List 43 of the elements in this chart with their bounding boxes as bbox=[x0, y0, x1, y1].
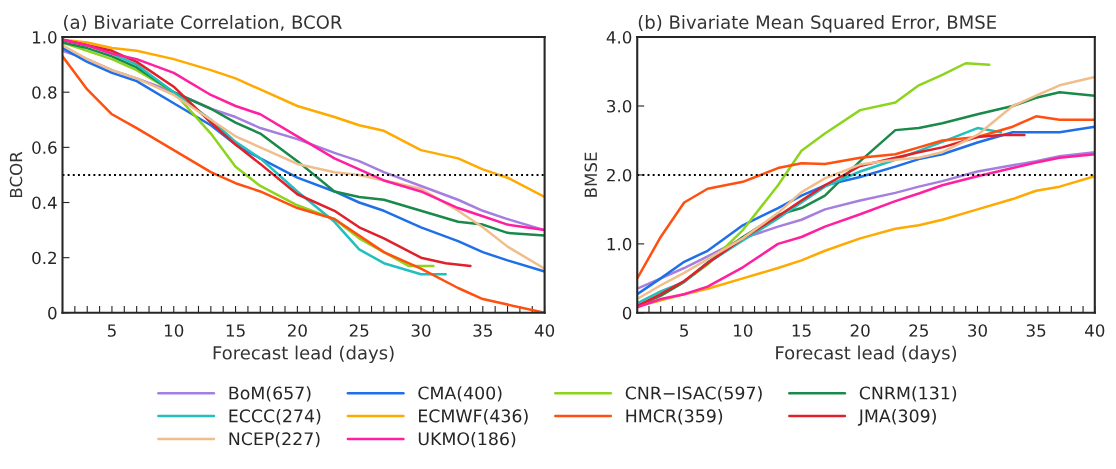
x-tick-label: 5 bbox=[680, 324, 689, 337]
x-tick-label: 20 bbox=[287, 324, 307, 337]
x-tick-label: 25 bbox=[909, 324, 928, 337]
x-axis-title: Forecast lead (days) bbox=[776, 345, 957, 364]
y-tick-label: 1.0 bbox=[607, 237, 632, 251]
legend-label: NCEP(227) bbox=[229, 431, 320, 448]
legend-label: CNR−ISAC(597) bbox=[625, 386, 762, 402]
legend-label: UKMO(186) bbox=[418, 431, 516, 448]
y-axis-title: BCOR bbox=[9, 151, 23, 198]
y-tick-label: 0.8 bbox=[32, 86, 57, 99]
legend-label: ECCC(274) bbox=[229, 409, 321, 425]
y-tick-label: 0.6 bbox=[32, 141, 57, 154]
y-tick-label: 4.0 bbox=[606, 31, 632, 44]
y-axis-title: BMSE bbox=[584, 152, 598, 197]
x-axis-title: Forecast lead (days) bbox=[213, 345, 394, 364]
x-tick-label: 35 bbox=[473, 324, 492, 337]
y-tick-label: 0.2 bbox=[32, 251, 56, 265]
legend-label: JMA(309) bbox=[857, 409, 936, 426]
y-tick-label: 2.0 bbox=[607, 168, 632, 182]
x-tick-label: 15 bbox=[226, 324, 245, 337]
x-tick-label: 20 bbox=[850, 324, 870, 337]
y-tick-label: 0 bbox=[622, 306, 632, 320]
x-tick-label: 40 bbox=[1085, 324, 1105, 337]
chart-title: (b) Bivariate Mean Squared Error, BMSE bbox=[638, 15, 996, 33]
x-tick-label: 30 bbox=[411, 324, 431, 337]
y-tick-label: 0 bbox=[48, 306, 57, 320]
x-tick-label: 10 bbox=[734, 324, 753, 337]
x-tick-label: 35 bbox=[1026, 324, 1046, 337]
legend-label: CNRM(131) bbox=[859, 386, 957, 402]
x-tick-label: 40 bbox=[534, 324, 555, 337]
x-tick-label: 25 bbox=[349, 324, 369, 337]
legend-label: ECMWF(436) bbox=[419, 409, 528, 425]
legend-label: CMA(400) bbox=[418, 386, 502, 402]
x-tick-label: 5 bbox=[107, 324, 116, 337]
chart-title: (a) Bivariate Correlation, BCOR bbox=[64, 15, 342, 32]
legend-label: BoM(657) bbox=[229, 386, 311, 402]
legend-label: HMCR(359) bbox=[626, 409, 723, 425]
y-tick-label: 0.4 bbox=[32, 196, 57, 210]
x-tick-label: 30 bbox=[968, 324, 987, 337]
x-tick-label: 15 bbox=[792, 324, 811, 337]
y-tick-label: 3.0 bbox=[607, 99, 632, 113]
y-tick-label: 1.0 bbox=[32, 31, 57, 44]
x-tick-label: 10 bbox=[164, 324, 184, 337]
